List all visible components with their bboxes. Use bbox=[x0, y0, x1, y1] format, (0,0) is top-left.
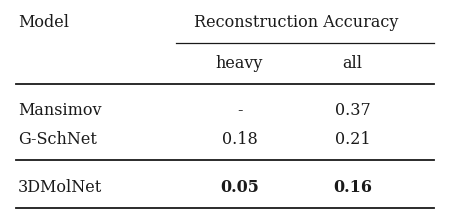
Text: 0.16: 0.16 bbox=[332, 179, 371, 196]
Text: 0.18: 0.18 bbox=[221, 131, 257, 148]
Text: 0.21: 0.21 bbox=[334, 131, 369, 148]
Text: 3DMolNet: 3DMolNet bbox=[18, 179, 102, 196]
Text: -: - bbox=[236, 102, 242, 119]
Text: Reconstruction Accuracy: Reconstruction Accuracy bbox=[193, 14, 397, 31]
Text: Model: Model bbox=[18, 14, 69, 31]
Text: heavy: heavy bbox=[216, 55, 262, 72]
Text: 0.37: 0.37 bbox=[334, 102, 370, 119]
Text: G-SchNet: G-SchNet bbox=[18, 131, 97, 148]
Text: 0.05: 0.05 bbox=[220, 179, 258, 196]
Text: all: all bbox=[342, 55, 362, 72]
Text: Mansimov: Mansimov bbox=[18, 102, 101, 119]
